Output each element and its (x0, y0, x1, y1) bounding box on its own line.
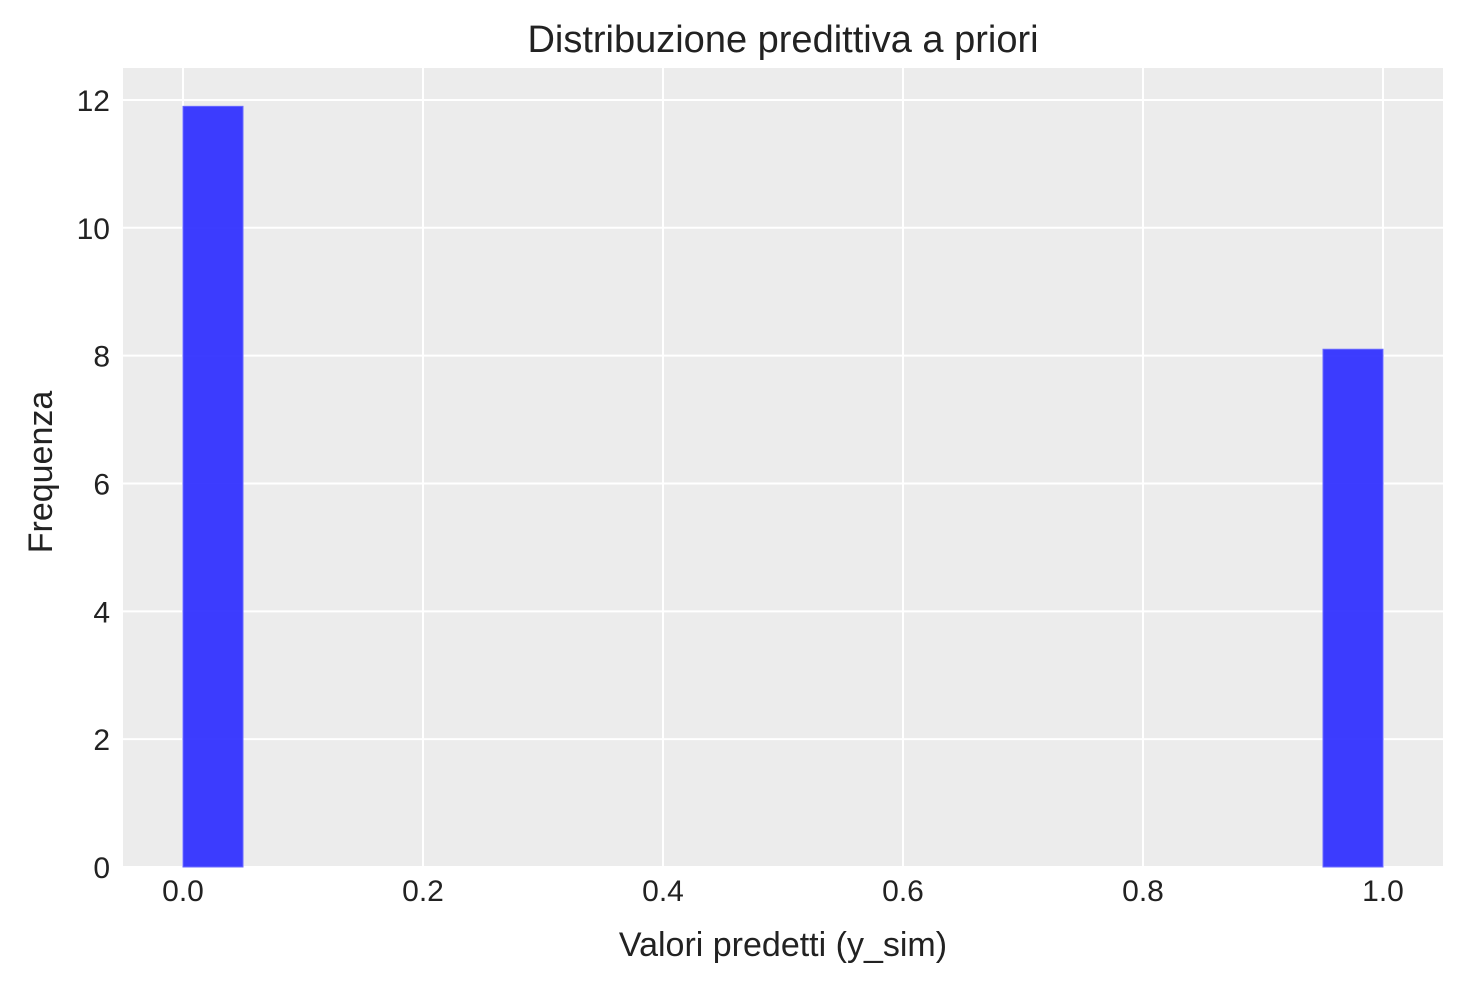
x-tick-label: 0.6 (882, 875, 924, 908)
y-tick-label: 0 (93, 852, 110, 885)
bars (182, 105, 1384, 868)
histogram-bar (182, 105, 244, 868)
x-tick-label: 0.2 (402, 875, 444, 908)
y-tick-label: 12 (77, 85, 110, 118)
y-tick-label: 2 (93, 724, 110, 757)
x-tick-label: 1.0 (1362, 875, 1404, 908)
x-axis-label: Valori predetti (y_sim) (619, 926, 947, 964)
x-tick-label: 0.8 (1122, 875, 1164, 908)
y-tick-label: 10 (77, 213, 110, 246)
x-tick-label: 0.4 (642, 875, 684, 908)
y-tick-label: 8 (93, 341, 110, 374)
plot-area (123, 68, 1443, 867)
y-axis-label: Frequenza (22, 391, 60, 554)
x-axis-ticks: 0.0 0.2 0.4 0.6 0.8 1.0 (162, 875, 1404, 908)
y-axis-ticks: 0 2 4 6 8 10 12 (77, 85, 110, 885)
y-tick-label: 6 (93, 468, 110, 501)
x-tick-label: 0.0 (162, 875, 204, 908)
chart-title: Distribuzione predittiva a priori (527, 19, 1038, 61)
y-tick-label: 4 (93, 596, 110, 629)
histogram-bar (1322, 348, 1384, 868)
